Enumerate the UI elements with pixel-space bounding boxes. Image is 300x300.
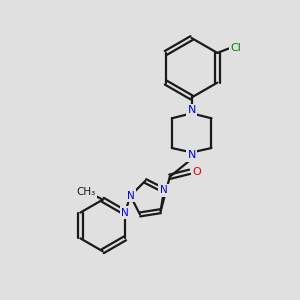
Text: Cl: Cl (231, 43, 242, 53)
Text: N: N (188, 150, 196, 160)
Text: O: O (192, 167, 201, 177)
Text: CH₃: CH₃ (76, 187, 95, 197)
Text: N: N (188, 105, 196, 116)
Text: N: N (121, 208, 129, 218)
Text: N: N (160, 185, 168, 196)
Text: N: N (127, 191, 134, 201)
